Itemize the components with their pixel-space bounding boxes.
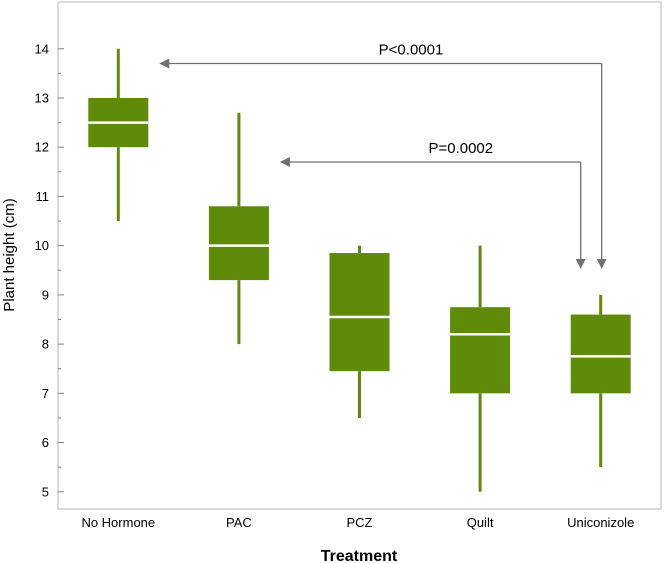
y-tick-label: 10 [35,238,49,253]
box [329,253,390,372]
p-value-label: P=0.0002 [428,140,493,157]
x-tick-label: Quilt [467,515,494,530]
significance-annotation: P<0.0001 [159,42,607,269]
x-tick-label: No Hormone [81,515,155,530]
box-group [88,48,149,222]
box [570,314,631,394]
boxes-layer [88,48,631,492]
y-tick-label: 5 [42,484,49,499]
box-group [329,245,390,418]
significance-annotation: P=0.0002 [279,140,586,269]
y-tick-label: 13 [35,90,49,105]
y-tick-label: 6 [42,435,49,450]
x-tick-label: PAC [226,515,252,530]
box-group [450,245,511,492]
y-tick-label: 8 [42,337,49,352]
x-tick-label: Uniconizole [567,515,634,530]
box [450,307,511,394]
y-axis-title: Plant height (cm) [1,198,18,311]
p-value-label: P<0.0001 [379,42,444,59]
y-tick-label: 11 [36,189,50,204]
y-axis: 5 6 7 8 9 10 11 12 13 14 [35,41,64,499]
box-group [208,112,269,345]
x-axis: No Hormone PAC PCZ Quilt Uniconizole [81,515,634,530]
box-group [570,294,631,468]
y-tick-label: 7 [42,386,49,401]
y-tick-label: 12 [35,140,49,155]
y-tick-label: 9 [42,287,49,302]
plot-frame [57,1,662,510]
x-axis-title: Treatment [321,548,398,563]
x-tick-label: PCZ [347,515,373,530]
y-tick-label: 14 [35,41,49,56]
box [208,206,269,281]
annotations-layer: P<0.0001 P=0.0002 [159,42,607,269]
